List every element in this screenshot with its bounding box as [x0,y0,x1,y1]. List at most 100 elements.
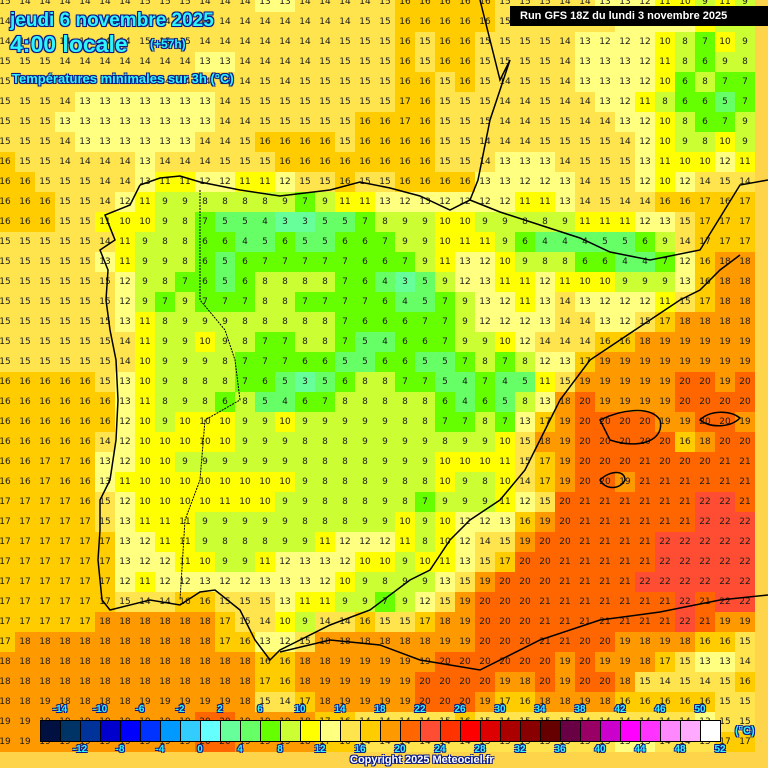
grid-value: 16 [379,117,391,127]
grid-value: 14 [159,77,171,87]
field-cell [495,52,515,72]
legend-swatch [181,721,201,741]
grid-value: 8 [382,217,388,227]
grid-value: 7 [742,97,748,107]
grid-value: 15 [539,77,551,87]
grid-value: 16 [399,137,411,147]
field-cell [255,132,275,152]
field-cell [375,112,395,132]
grid-value: 16 [319,137,331,147]
grid-value: 13 [599,77,611,87]
field-cell [575,92,595,112]
grid-value: 5 [602,237,608,247]
field-cell [255,32,275,52]
grid-value: 11 [659,157,671,167]
field-cell [675,192,695,212]
field-cell [315,152,335,172]
field-cell [255,0,275,12]
field-cell [675,232,695,252]
grid-value: 9 [422,237,428,247]
grid-value: 9 [662,237,668,247]
field-cell [435,112,455,132]
grid-value: 15 [599,177,611,187]
field-cell [275,232,295,252]
grid-value: 16 [459,0,471,7]
grid-value: 6 [702,117,708,127]
grid-value: 13 [199,97,211,107]
field-cell [715,232,735,252]
grid-value: 6 [522,237,528,247]
grid-value: 14 [39,37,51,47]
grid-value: 7 [362,217,368,227]
grid-value: 16 [439,0,451,7]
field-cell [195,112,215,132]
grid-value: 14 [559,0,571,7]
field-cell [395,72,415,92]
grid-value: 14 [99,237,111,247]
grid-value: 16 [679,197,691,207]
legend-tick-label: -8 [115,744,125,755]
grid-value: 15 [479,97,491,107]
field-cell [95,192,115,212]
grid-value: 15 [539,97,551,107]
grid-value: 15 [339,57,351,67]
grid-value: 13 [159,117,171,127]
field-cell [135,132,155,152]
grid-value: 15 [519,77,531,87]
grid-value: 13 [119,117,131,127]
grid-value: 15 [179,37,191,47]
legend-swatch [481,721,501,741]
grid-value: 6 [222,237,228,247]
field-cell [495,92,515,112]
grid-value: 15 [359,177,371,187]
grid-value: 11 [599,217,611,227]
grid-value: 9 [402,217,408,227]
field-cell [595,112,615,132]
legend-swatch [341,721,361,741]
field-cell [675,72,695,92]
field-cell [15,112,35,132]
grid-value: 14 [59,0,71,7]
grid-value: 15 [19,77,31,87]
grid-value: 15 [299,117,311,127]
field-cell [175,112,195,132]
grid-value: 14 [219,117,231,127]
field-cell [515,92,535,112]
grid-value: 9 [682,137,688,147]
grid-value: 6 [702,97,708,107]
legend-swatch [681,721,701,741]
grid-value: 15 [539,0,551,7]
grid-value: 15 [339,37,351,47]
field-cell [595,172,615,192]
field-cell [635,92,655,112]
field-cell [295,232,315,252]
field-cell [275,172,295,192]
field-cell [95,72,115,92]
grid-value: 14 [499,97,511,107]
field-cell [35,32,55,52]
field-cell [235,152,255,172]
grid-value: 14 [639,197,651,207]
grid-value: 16 [19,217,31,227]
grid-value: 15 [39,237,51,247]
grid-value: 12 [219,177,231,187]
legend-swatch [621,721,641,741]
field-cell [695,52,715,72]
grid-value: 14 [579,117,591,127]
grid-value: 15 [59,217,71,227]
field-cell [175,192,195,212]
field-cell [415,52,435,72]
grid-value: 11 [539,197,551,207]
field-cell [515,152,535,172]
field-cell [135,112,155,132]
grid-value: 12 [499,197,511,207]
field-cell [655,72,675,92]
field-cell [295,0,315,12]
field-cell [295,12,315,32]
legend-swatch [281,721,301,741]
legend-swatch [401,721,421,741]
grid-value: 16 [659,197,671,207]
grid-value: 14 [179,157,191,167]
field-cell [135,152,155,172]
field-cell [315,72,335,92]
